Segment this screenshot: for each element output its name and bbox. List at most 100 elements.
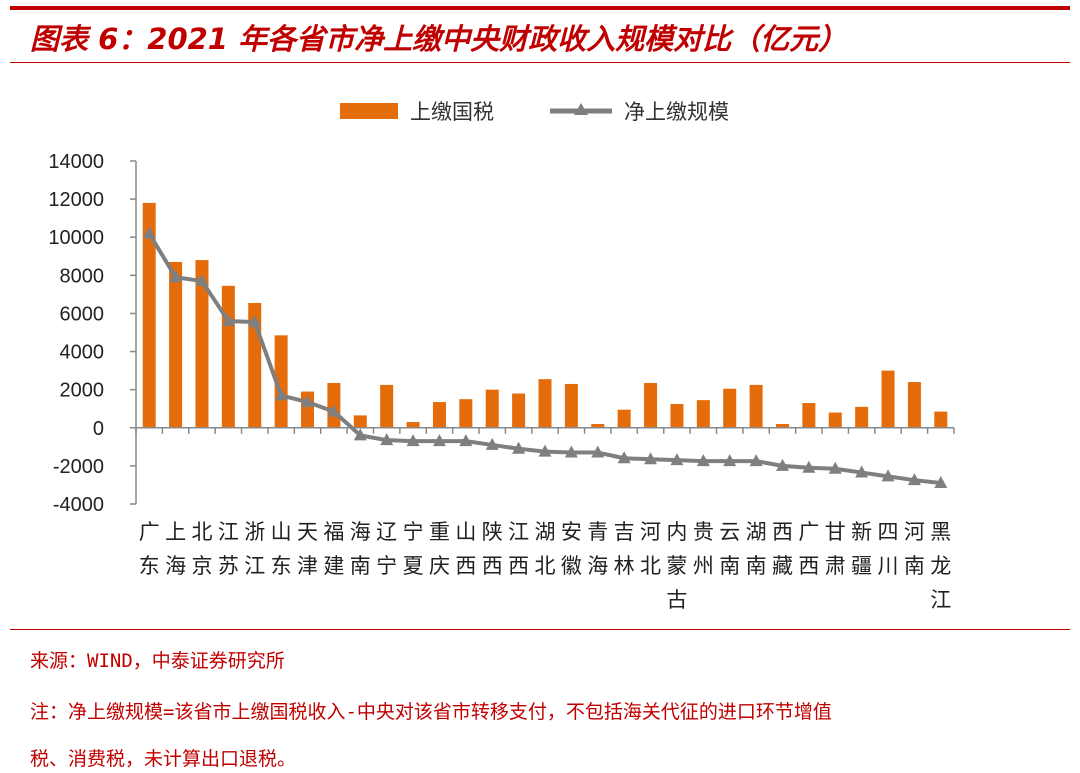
- line-point-marker: [327, 404, 341, 417]
- line-point-marker: [644, 452, 658, 465]
- y-axis: -4000 -2000 0 2000 4000 6000 8000 10000 12000 140…: [48, 151, 137, 516]
- category-label: 宁夏: [403, 520, 424, 578]
- legend-triangle-marker: [574, 103, 588, 115]
- line-point-marker: [828, 461, 842, 474]
- bar: [459, 399, 473, 428]
- bar: [142, 202, 156, 428]
- y-tick-label: 2000: [60, 380, 105, 402]
- bar: [881, 370, 895, 428]
- line-point-marker: [749, 454, 763, 467]
- bar: [169, 261, 183, 428]
- chart: 上缴国税 净上缴规模 -4000 -2000 0 2000 4000 6000 8000 10…: [48, 100, 955, 612]
- line-point-marker: [301, 395, 315, 408]
- bar: [907, 382, 921, 428]
- category-label: 黑龙江: [930, 520, 951, 612]
- line-point-marker: [248, 315, 262, 328]
- category-label: 四川: [878, 520, 899, 578]
- line-point-marker: [855, 465, 869, 478]
- line-point-marker: [591, 445, 605, 458]
- line-point-marker: [195, 274, 209, 287]
- category-label: 广东: [139, 520, 160, 578]
- line-point-marker: [670, 453, 684, 466]
- line-point-marker: [169, 270, 183, 283]
- line-series: [142, 226, 948, 489]
- bottom-rule: [10, 629, 1070, 630]
- bar: [274, 335, 288, 428]
- category-label: 吉林: [614, 520, 635, 578]
- y-tick-label: 0: [93, 418, 104, 440]
- x-axis: [135, 427, 955, 434]
- category-label: 江西: [508, 520, 529, 578]
- category-label: 西藏: [772, 520, 793, 578]
- bar: [591, 423, 605, 428]
- y-tick-label: -4000: [53, 494, 104, 516]
- legend: 上缴国税 净上缴规模: [340, 100, 729, 124]
- line-point-marker: [512, 441, 526, 454]
- bar: [802, 403, 816, 428]
- bar: [432, 402, 446, 428]
- line-point-marker: [723, 454, 737, 467]
- line-point-marker: [696, 454, 710, 467]
- bar: [617, 409, 631, 428]
- line-point-marker: [432, 434, 446, 447]
- category-label: 河北: [640, 520, 661, 578]
- category-label: 甘肃: [825, 520, 846, 578]
- bar: [855, 406, 869, 428]
- category-label: 辽宁: [376, 520, 397, 578]
- line-point-marker: [934, 476, 948, 489]
- legend-bar-swatch: [340, 103, 398, 119]
- category-label: 福建: [323, 520, 344, 578]
- bar: [749, 384, 763, 428]
- footnote-line-1: 注：净上缴规模=该省市上缴国税收入-中央对该省市转移支付，不包括海关代征的进口环…: [30, 701, 832, 723]
- category-label: 贵州: [693, 520, 714, 578]
- line-point-marker: [538, 444, 552, 457]
- bar: [644, 382, 658, 428]
- line-point-marker: [221, 314, 235, 327]
- y-tick-label: 14000: [48, 151, 104, 173]
- y-tick-label: 12000: [48, 189, 104, 211]
- line-point-marker: [881, 469, 895, 482]
- bar: [828, 412, 842, 428]
- category-label: 湖北: [535, 520, 556, 578]
- bar: [564, 383, 578, 428]
- line-point-marker: [485, 437, 499, 450]
- category-label: 上海: [165, 520, 186, 578]
- y-tick-label: -2000: [53, 456, 104, 478]
- legend-label-bar: 上缴国税: [410, 100, 494, 124]
- category-label: 云南: [719, 520, 740, 578]
- category-label: 安徽: [561, 520, 582, 578]
- line-point-marker: [274, 388, 288, 401]
- bar: [485, 389, 499, 428]
- bar: [670, 403, 684, 428]
- bar: [406, 422, 420, 428]
- line-point-marker: [907, 473, 921, 486]
- line-point-marker: [564, 445, 578, 458]
- category-label: 陕西: [482, 520, 503, 578]
- category-label: 青海: [587, 520, 608, 578]
- y-tick-label: 8000: [60, 265, 105, 287]
- bar: [775, 423, 789, 428]
- bar: [934, 411, 948, 428]
- footnote-line-2: 税、消费税，未计算出口退税。: [30, 748, 297, 770]
- line-point-marker: [406, 434, 420, 447]
- line-point-marker: [775, 458, 789, 471]
- bar: [221, 285, 235, 428]
- bar: [380, 384, 394, 428]
- category-label: 重庆: [429, 520, 450, 578]
- bar-series: [142, 202, 948, 428]
- line-point-marker: [353, 428, 367, 441]
- line-point-marker: [802, 460, 816, 473]
- y-tick-label: 6000: [60, 303, 105, 325]
- title-rule: [10, 62, 1070, 63]
- top-rule: [10, 6, 1070, 10]
- line-point-marker: [380, 433, 394, 446]
- category-label: 山西: [455, 520, 476, 578]
- y-tick-label: 10000: [48, 227, 104, 249]
- line-point-marker: [617, 451, 631, 464]
- bar: [696, 400, 710, 428]
- category-label: 广西: [798, 520, 819, 578]
- category-label: 浙江: [244, 520, 265, 578]
- bar: [195, 260, 209, 428]
- bar: [512, 393, 526, 428]
- category-labels: 广东上海北京江苏浙江山东天津福建海南辽宁宁夏重庆山西陕西江西湖北安徽青海吉林河北…: [139, 520, 952, 612]
